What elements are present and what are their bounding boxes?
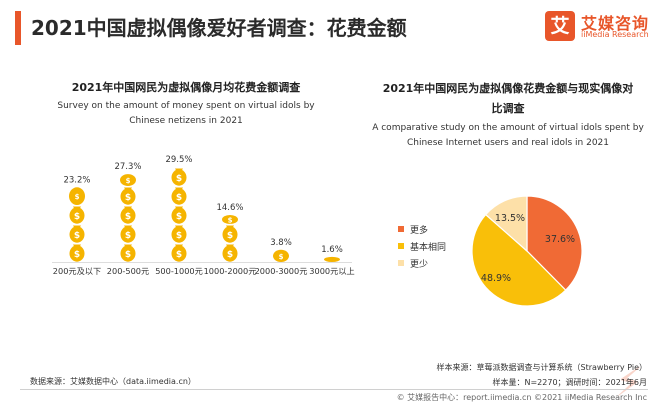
logo-mark: 艾 — [545, 11, 575, 41]
pie-chart-subtitle: A comparative study on the amount of vir… — [372, 123, 644, 148]
copyright-note: © 艾媒报告中心：report.iimedia.cn ©2021 iiMedia… — [396, 393, 647, 402]
coin-bag — [69, 226, 85, 243]
dollar-sign: $ — [227, 231, 233, 241]
coin-bag — [69, 187, 85, 206]
bar: $ $ $ $ $27.3% 200-500元 — [107, 162, 149, 276]
coin-bag-neck — [73, 206, 81, 209]
dollar-sign: $ — [176, 250, 182, 260]
coin-bag — [324, 256, 340, 262]
dollar-sign: $ — [176, 174, 182, 184]
data-source-note: 数据来源：艾媒数据中心（data.iimedia.cn） — [30, 377, 196, 386]
pie-slice — [526, 195, 583, 291]
data-label: 3.8% — [270, 238, 292, 248]
legend-swatch — [398, 260, 404, 266]
coin-bag — [69, 245, 85, 262]
bar: $ $ $ $ $29.5% 500-1000元 — [155, 155, 203, 276]
sample-source-note: 样本来源：草莓派数据调查与计算系统（Strawberry Pie） — [436, 363, 647, 372]
dollar-sign: $ — [125, 231, 131, 241]
slice-label: 37.6% — [545, 234, 575, 245]
dollar-sign: $ — [125, 250, 131, 260]
coin-bag-neck — [226, 244, 234, 247]
legend-label: 更多 — [410, 226, 429, 236]
bar-chart-title: 2021年中国网民为虚拟偶像月均花费金额调查 — [71, 81, 301, 94]
dollar-sign: $ — [74, 231, 80, 241]
bar: 1.6% 3000元以上 — [309, 245, 354, 276]
dollar-sign: $ — [176, 231, 182, 241]
footer-divider — [20, 389, 648, 390]
watermark: ⚡ — [614, 360, 643, 406]
legend-swatch — [398, 226, 404, 232]
coin-bag-neck — [73, 244, 81, 247]
dollar-sign: $ — [74, 212, 80, 222]
bar: $ $ $14.6% 1000-2000元 — [204, 203, 257, 276]
dollar-sign: $ — [279, 253, 284, 261]
coin-bag — [120, 226, 136, 243]
coin-bag — [120, 188, 136, 205]
data-label: 1.6% — [321, 245, 343, 255]
data-label: 27.3% — [114, 162, 141, 172]
dollar-sign: $ — [227, 250, 233, 260]
coin-bag — [273, 249, 289, 262]
coin-bag-neck — [73, 225, 81, 228]
coin-bag — [120, 174, 136, 186]
slice-label: 48.9% — [481, 273, 511, 284]
coin-bag-neck — [175, 225, 183, 228]
x-tick-label: 1000-2000元 — [204, 266, 257, 276]
dollar-sign: $ — [176, 193, 182, 203]
coin-bag-neck — [124, 206, 132, 209]
dollar-sign: $ — [75, 193, 80, 201]
bar-chart-subtitle: Survey on the amount of money spent on v… — [57, 101, 315, 126]
dollar-sign: $ — [125, 212, 131, 222]
x-tick-label: 200元及以下 — [53, 266, 101, 276]
coin-bag — [222, 214, 238, 225]
coin-bag-neck — [175, 206, 183, 209]
title-accent-bar — [15, 11, 21, 45]
x-tick-label: 200-500元 — [107, 266, 149, 276]
coin-bag — [171, 188, 187, 205]
sample-size-note: 样本量：N=2270；调研时间：2021年6月 — [492, 378, 648, 387]
data-label: 14.6% — [216, 203, 243, 213]
coin-bag-neck — [124, 225, 132, 228]
coin-bag — [69, 207, 85, 224]
brand-logo: 艾 艾媒咨询 iiMedia Research — [545, 11, 655, 45]
dollar-sign: $ — [176, 212, 182, 222]
coin-bag — [171, 226, 187, 243]
legend-label: 更少 — [410, 260, 429, 270]
logo-name: 艾媒咨询 — [581, 14, 650, 33]
x-tick-label: 2000-3000元 — [255, 266, 308, 276]
data-label: 29.5% — [165, 155, 192, 165]
legend-swatch — [398, 243, 404, 249]
dollar-sign: $ — [74, 250, 80, 260]
dollar-sign: $ — [228, 216, 233, 224]
coin-bag — [171, 207, 187, 224]
coin-bag — [120, 245, 136, 262]
coin-bag-neck — [175, 168, 183, 171]
coin-bag-neck — [175, 244, 183, 247]
dollar-sign: $ — [125, 193, 131, 203]
data-label: 23.2% — [63, 175, 90, 185]
pie-slice — [471, 213, 567, 307]
coin-bag-neck — [124, 244, 132, 247]
slice-label: 13.5% — [495, 213, 525, 224]
coin-bag — [222, 226, 238, 243]
coin-bag — [222, 245, 238, 262]
coin-bag-neck — [175, 187, 183, 190]
coin-bag — [171, 245, 187, 262]
bar: $3.8% 2000-3000元 — [255, 238, 308, 276]
logo-tagline: iiMedia Research — [581, 30, 649, 39]
x-tick-label: 3000元以上 — [309, 266, 354, 276]
page-title: 2021中国虚拟偶像爱好者调查：花费金额 — [31, 16, 407, 40]
dollar-sign: $ — [126, 177, 131, 185]
coin-bag — [120, 207, 136, 224]
pie-slice — [484, 195, 528, 253]
coin-bag-neck — [124, 187, 132, 190]
pie-chart-title: 2021年中国网民为虚拟偶像花费金额与现实偶像对比调查 — [382, 82, 634, 115]
x-tick-label: 500-1000元 — [155, 266, 203, 276]
coin-bag-neck — [226, 225, 234, 228]
coin-bag — [171, 169, 187, 186]
legend-label: 基本相同 — [410, 243, 447, 253]
bar: $ $ $ $23.2% 200元及以下 — [53, 175, 101, 276]
